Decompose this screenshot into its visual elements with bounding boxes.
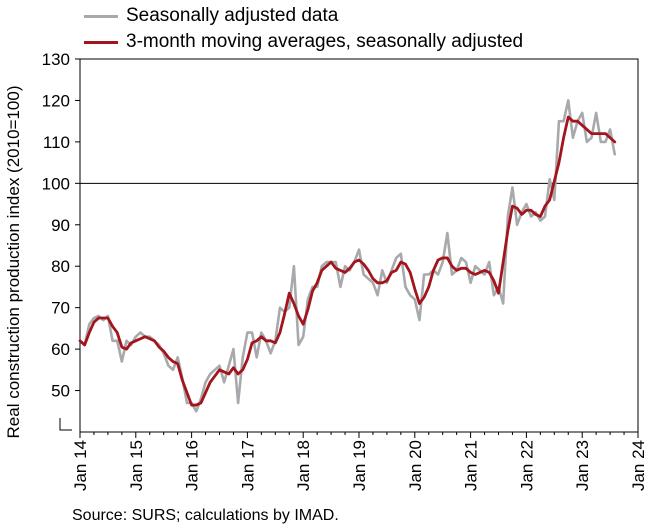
x-tick-label: Jan 20 (406, 440, 425, 491)
legend-item-sa: Seasonally adjusted data (84, 3, 523, 29)
series-line-seasonally-adjusted (78, 99, 617, 413)
x-tick-label: Jan 15 (127, 440, 146, 491)
x-tick-label: Jan 16 (183, 440, 202, 491)
y-tick-label: 110 (43, 133, 70, 152)
y-tick-label: 70 (51, 299, 70, 318)
plot-border (79, 58, 639, 433)
legend-label-ma: 3-month moving averages, seasonally adju… (126, 31, 524, 52)
series-line-moving-average (78, 115, 617, 407)
x-tick-label: Jan 23 (573, 440, 592, 491)
x-axis: Jan 14 Jan 15 Jan 16 Jan 17 Jan 18 Jan 19 Jan … (71, 432, 648, 491)
series-layer (78, 99, 617, 413)
x-tick-label: Jan 21 (462, 440, 481, 491)
axis-break-marker (59, 418, 72, 431)
y-axis: 50 60 70 80 90 100 110 120 130 (42, 50, 80, 431)
x-tick-label: Jan 14 (71, 440, 90, 491)
y-tick-label: 60 (51, 340, 70, 359)
y-tick-label: 120 (42, 91, 70, 110)
legend-label-sa: Seasonally adjusted data (126, 5, 339, 26)
x-tick-label: Jan 18 (294, 440, 313, 491)
x-tick-label: Jan 22 (517, 440, 536, 491)
plot-area (79, 58, 639, 433)
y-axis-label: Real construction production index (2010… (4, 85, 23, 439)
legend-swatch-sa (84, 14, 118, 18)
y-tick-label: 50 (51, 382, 70, 401)
legend: Seasonally adjusted data 3-month moving … (84, 3, 523, 55)
y-tick-label: 90 (51, 216, 70, 235)
y-tick-label: 80 (51, 257, 70, 276)
legend-item-ma: 3-month moving averages, seasonally adju… (84, 29, 523, 55)
y-tick-label: 130 (42, 50, 70, 69)
x-tick-label: Jan 24 (629, 440, 648, 491)
y-tick-label: 100 (42, 174, 70, 193)
source-note: Source: SURS; calculations by IMAD. (72, 507, 339, 524)
legend-swatch-ma (84, 40, 118, 44)
x-tick-label: Jan 19 (350, 440, 369, 491)
x-tick-label: Jan 17 (238, 440, 257, 491)
